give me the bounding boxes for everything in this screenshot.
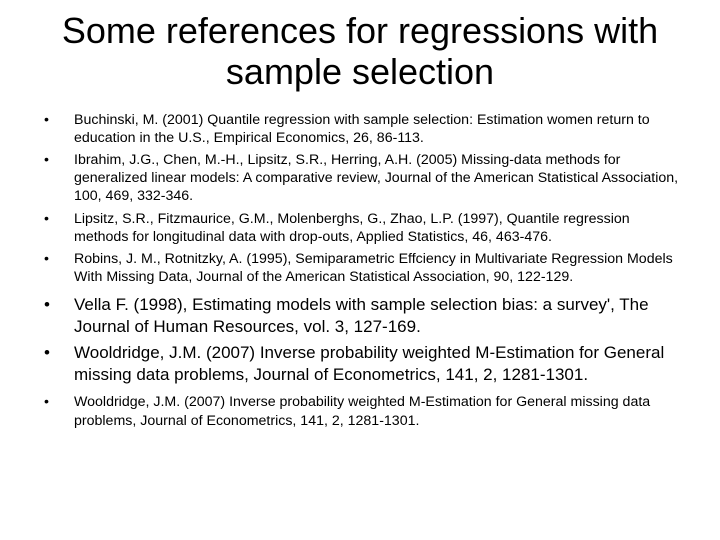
reference-list-tail: Wooldridge, J.M. (2007) Inverse probabil… — [30, 393, 690, 429]
page-title: Some references for regressions with sam… — [30, 10, 690, 93]
slide: Some references for regressions with sam… — [0, 0, 720, 540]
reference-list-large: Vella F. (1998), Estimating models with … — [30, 294, 690, 385]
reference-list: Buchinski, M. (2001) Quantile regression… — [30, 111, 690, 287]
list-item: Robins, J. M., Rotnitzky, A. (1995), Sem… — [38, 250, 682, 286]
list-item: Lipsitz, S.R., Fitzmaurice, G.M., Molenb… — [38, 210, 682, 246]
list-item: Buchinski, M. (2001) Quantile regression… — [38, 111, 682, 147]
list-item: Vella F. (1998), Estimating models with … — [38, 294, 682, 338]
list-item: Ibrahim, J.G., Chen, M.-H., Lipsitz, S.R… — [38, 151, 682, 206]
list-item: Wooldridge, J.M. (2007) Inverse probabil… — [38, 393, 682, 429]
list-item: Wooldridge, J.M. (2007) Inverse probabil… — [38, 342, 682, 386]
